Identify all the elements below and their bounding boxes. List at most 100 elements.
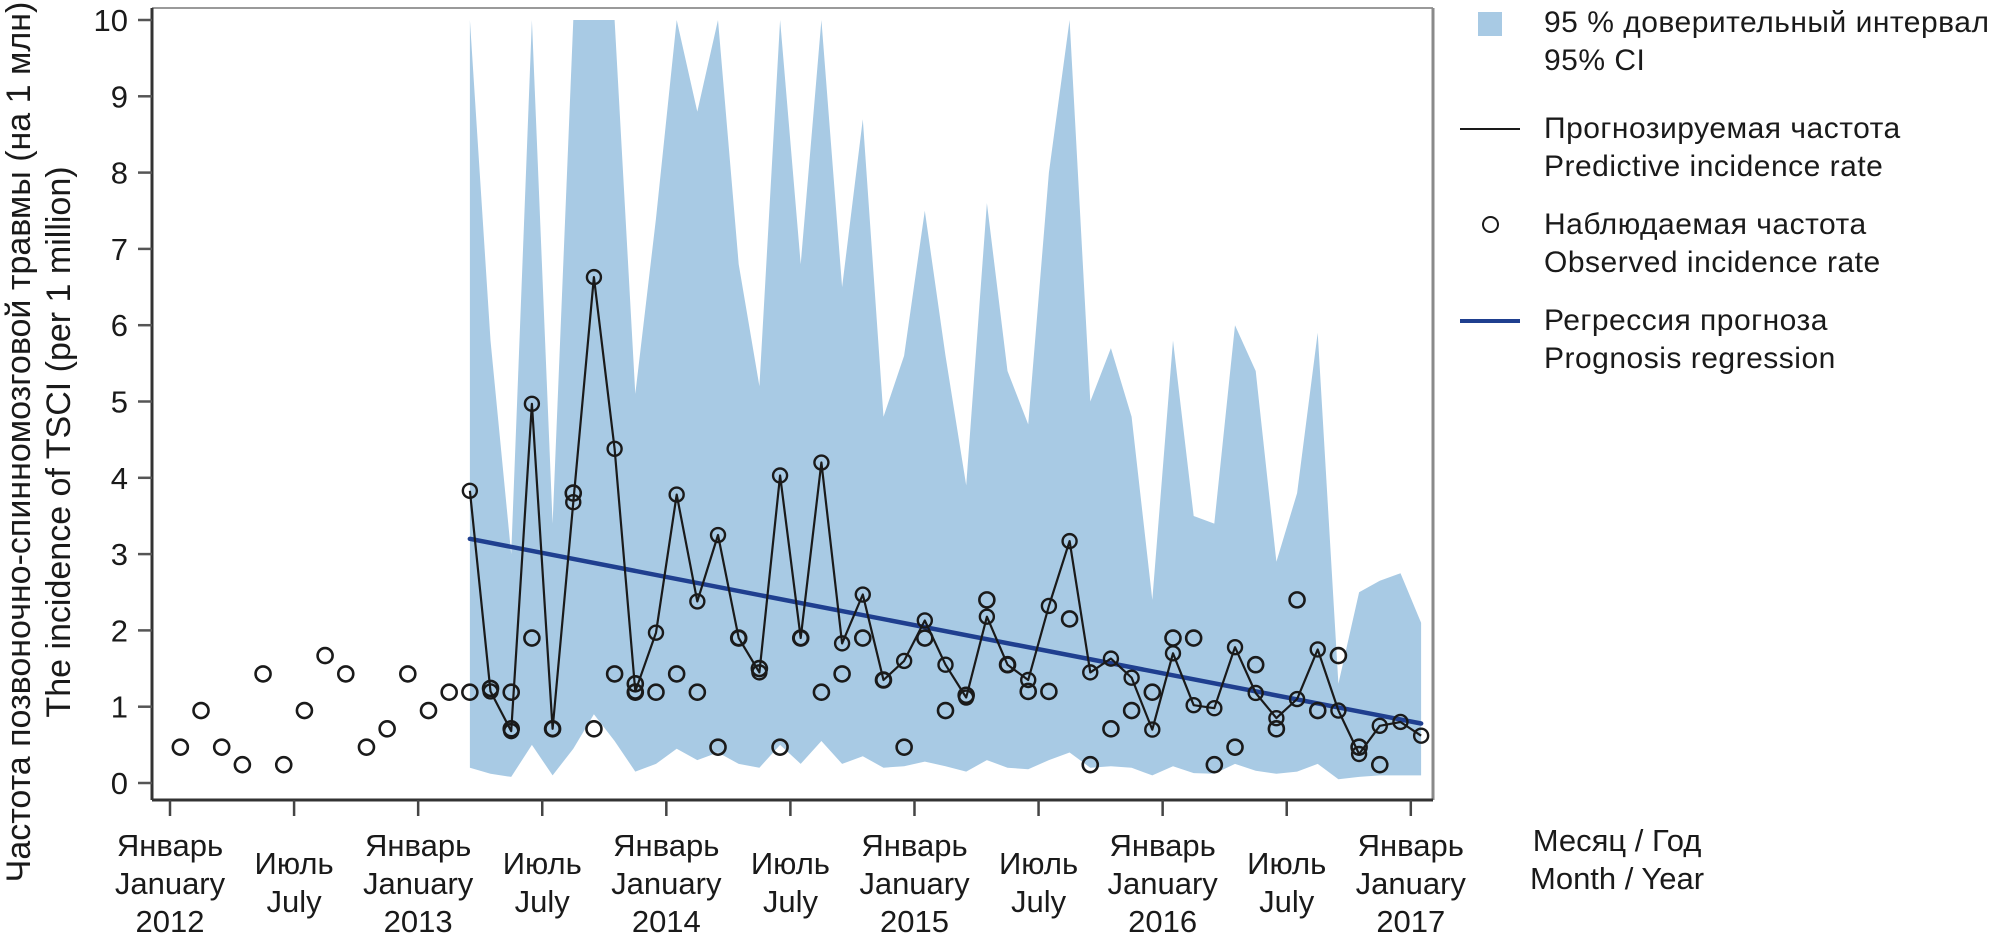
legend-regression-en: Prognosis regression: [1544, 342, 1836, 375]
predicted-point: [895, 652, 913, 670]
predicted-point: [668, 486, 685, 503]
observed-point: [419, 701, 438, 720]
x-tick-label: Июль: [1247, 846, 1326, 881]
observed-point: [1288, 591, 1306, 609]
x-tick-label: Январь: [861, 828, 967, 863]
x-tick-label: Январь: [365, 828, 471, 863]
predicted-point: [1082, 664, 1099, 681]
predicted-point: [1206, 700, 1223, 717]
predicted-point: [1247, 684, 1264, 702]
observed-point: [833, 665, 851, 683]
x-tick-label: Июль: [751, 846, 830, 881]
observed-point: [750, 659, 769, 678]
observed-point: [1267, 720, 1286, 738]
legend-ci-ru: 95 % доверительный интервал: [1544, 6, 1990, 39]
legend-item-predicted: Прогнозируемая частота Predictive incide…: [1460, 110, 2010, 202]
x-tick-label: January: [363, 866, 474, 901]
observed-point: [357, 738, 376, 756]
axes: [150, 7, 1435, 802]
y-tick-label: 10: [94, 3, 128, 38]
observed-point: [295, 701, 314, 720]
legend-item-regression: Регрессия прогноза Prognosis regression: [1460, 302, 2010, 394]
observed-point: [502, 683, 521, 702]
x-tick-label: 2015: [880, 904, 949, 939]
predicted-point: [1309, 641, 1326, 658]
x-tick-label: Июль: [255, 846, 334, 881]
predicted-point: [1040, 597, 1058, 615]
observed-point: [336, 665, 355, 683]
predicted-point: [689, 593, 706, 610]
predicted-point: [1371, 717, 1388, 734]
observed-point: [523, 629, 541, 647]
x-tick-label: Январь: [613, 828, 719, 863]
legend-item-observed: Наблюдаемая частота Observed incidence r…: [1460, 206, 2010, 298]
y-axis-label: Частота позвоночно-спинномозговой травмы…: [0, 2, 78, 883]
observed-point: [1329, 646, 1348, 665]
x-tick-label: January: [859, 866, 970, 901]
predicted-line: [468, 276, 1422, 756]
x-axis-title-en: Month / Year: [1530, 861, 1705, 896]
observed-point: [399, 665, 417, 683]
predicted-point: [1412, 727, 1430, 744]
legend-observed-en: Observed incidence rate: [1544, 246, 1881, 279]
observed-point: [1350, 738, 1368, 756]
observed-point: [1308, 701, 1327, 720]
predicted-point: [1020, 671, 1037, 689]
observed-point: [1164, 629, 1182, 647]
observed-point: [1122, 701, 1141, 720]
observed-point: [729, 629, 748, 647]
y-tick-label: 8: [111, 156, 128, 191]
legend-ci-en: 95% CI: [1544, 44, 1646, 77]
observed-point: [440, 683, 458, 702]
legend-regression-ru: Регрессия прогноза: [1544, 304, 1828, 337]
observed-point: [543, 720, 562, 738]
observed-point: [171, 738, 190, 756]
y-tick-label: 9: [111, 79, 128, 114]
observed-point: [853, 629, 872, 647]
observed-point: [936, 701, 955, 720]
predicted-point: [854, 586, 871, 603]
y-tick-label: 2: [111, 613, 128, 648]
observed-point: [1246, 655, 1265, 674]
x-tick-label: 2017: [1376, 904, 1445, 939]
y-axis-label-ru: Частота позвоночно-спинномозговой травмы…: [0, 2, 38, 883]
x-tick-label: 2016: [1128, 904, 1197, 939]
observed-point: [378, 720, 396, 738]
x-tick-label: January: [115, 866, 226, 901]
observed-point: [274, 755, 293, 774]
predicted-point: [1102, 650, 1120, 667]
observed-point: [647, 683, 665, 702]
predicted-point: [937, 656, 954, 673]
observed-point: [316, 646, 334, 665]
observed-point: [1205, 755, 1224, 774]
observed-point: [1040, 682, 1058, 701]
y-tick-label: 0: [111, 766, 128, 801]
observed-point: [1143, 683, 1162, 702]
x-tick-label: 2013: [384, 904, 453, 939]
x-tick-label: January: [1356, 866, 1467, 901]
legend-observed-ru: Наблюдаемая частота: [1544, 208, 1867, 241]
observed-point: [1226, 738, 1244, 756]
observed-point: [916, 629, 934, 647]
predicted-point: [1061, 532, 1078, 550]
x-tick-label: Июль: [999, 846, 1078, 881]
y-tick-label: 4: [111, 461, 128, 496]
observed-point: [502, 720, 521, 738]
predicted-point: [1144, 721, 1161, 738]
x-ticks: ЯнварьJanuary2012ИюльJulyЯнварьJanuary20…: [115, 800, 1467, 939]
observed-point: [1370, 755, 1389, 774]
predicted-point: [978, 608, 996, 625]
predicted-point: [771, 467, 789, 484]
predicted-point: [1226, 638, 1244, 656]
x-tick-label: July: [1011, 884, 1067, 919]
observed-point: [667, 665, 686, 683]
observed-point: [1081, 755, 1100, 774]
observed-point: [605, 665, 624, 683]
y-tick-label: 7: [111, 232, 128, 267]
predicted-point: [813, 454, 830, 471]
y-tick-label: 6: [111, 308, 128, 343]
observed-point: [212, 738, 231, 756]
observed-point: [564, 484, 583, 502]
predicted-point: [1123, 669, 1140, 686]
